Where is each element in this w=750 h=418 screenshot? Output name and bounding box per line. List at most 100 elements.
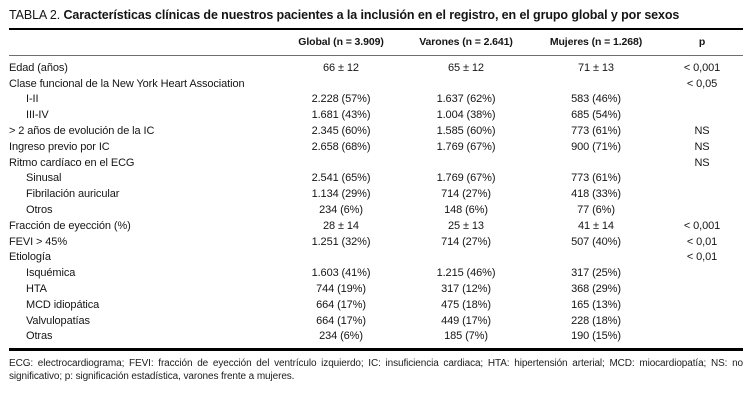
cell-p: [661, 329, 743, 350]
cell-varones: 148 (6%): [444, 204, 488, 217]
table-row: Clase funcional de la New York Heart Ass…: [9, 76, 743, 92]
row-label: Valvulopatías: [26, 314, 90, 327]
cell-p: [661, 171, 743, 187]
cell-global: 2.658 (68%): [311, 140, 371, 153]
cell-varones: [401, 155, 531, 171]
cell-global: 2.345 (60%): [311, 125, 371, 138]
abbreviations-footnote: ECG: electrocardiograma; FEVI: fracción …: [9, 358, 743, 383]
cell-mujeres: 317 (25%): [571, 267, 621, 280]
cell-varones: 1.637 (62%): [436, 93, 496, 106]
row-label: Etiología: [9, 251, 51, 264]
cell-mujeres: 190 (15%): [571, 330, 621, 343]
row-label: Ingreso previo por IC: [9, 140, 110, 153]
cell-p: < 0,001: [683, 61, 721, 74]
cell-global: 234 (6%): [319, 330, 363, 343]
table-row: HTA 744 (19%) 317 (12%) 368 (29%): [9, 281, 743, 297]
cell-mujeres: 228 (18%): [571, 314, 621, 327]
cell-mujeres: 900 (71%): [571, 140, 621, 153]
cell-p: [661, 265, 743, 281]
table-row: Fracción de eyección (%) 28 ± 14 25 ± 13…: [9, 218, 743, 234]
table-row: MCD idiopática 664 (17%) 475 (18%) 165 (…: [9, 297, 743, 313]
cell-mujeres: 165 (13%): [571, 298, 621, 311]
table-number: TABLA 2.: [9, 8, 61, 22]
table-row: Isquémica 1.603 (41%) 1.215 (46%) 317 (2…: [9, 265, 743, 281]
cell-p: [661, 107, 743, 123]
cell-global: 2.541 (65%): [311, 172, 371, 185]
cell-varones: 449 (17%): [441, 314, 491, 327]
cell-p: [661, 92, 743, 108]
table-row: I-II 2.228 (57%) 1.637 (62%) 583 (46%): [9, 92, 743, 108]
cell-varones: 1.769 (67%): [436, 140, 496, 153]
cell-p: [661, 313, 743, 329]
table-row: Edad (años) 66 ± 12 65 ± 12 71 ± 13 < 0,…: [9, 56, 743, 76]
cell-global: 664 (17%): [316, 314, 366, 327]
row-label: FEVI > 45%: [9, 235, 68, 248]
table-row: > 2 años de evolución de la IC 2.345 (60…: [9, 123, 743, 139]
table-row: Sinusal 2.541 (65%) 1.769 (67%) 773 (61%…: [9, 171, 743, 187]
table-row: Otros 234 (6%) 148 (6%) 77 (6%): [9, 202, 743, 218]
cell-mujeres: 41 ± 14: [578, 219, 614, 232]
cell-p: [661, 202, 743, 218]
table-body: Edad (años) 66 ± 12 65 ± 12 71 ± 13 < 0,…: [9, 56, 743, 350]
cell-varones: 317 (12%): [441, 283, 491, 296]
header-row: Global (n = 3.909) Varones (n = 2.641) M…: [9, 29, 743, 56]
cell-varones: 1.215 (46%): [436, 267, 496, 280]
table-row: Ingreso previo por IC 2.658 (68%) 1.769 …: [9, 139, 743, 155]
row-label: Isquémica: [26, 267, 76, 280]
row-label: Otras: [26, 330, 53, 343]
row-label: III-IV: [26, 109, 49, 122]
cell-varones: 1.004 (38%): [436, 109, 496, 122]
row-label: Fibrilación auricular: [26, 188, 120, 201]
row-label: MCD idiopática: [26, 298, 100, 311]
cell-varones: [401, 76, 531, 92]
row-label: Clase funcional de la New York Heart Ass…: [9, 77, 245, 90]
cell-global: 1.681 (43%): [311, 109, 371, 122]
cell-global: 234 (6%): [319, 204, 363, 217]
cell-varones: [401, 250, 531, 266]
cell-global: [281, 76, 401, 92]
row-label: HTA: [26, 283, 47, 296]
cell-mujeres: 773 (61%): [571, 125, 621, 138]
cell-global: 664 (17%): [316, 298, 366, 311]
table-figure: TABLA 2. Características clínicas de nue…: [9, 8, 743, 383]
cell-varones: 185 (7%): [444, 330, 488, 343]
cell-global: 2.228 (57%): [311, 93, 371, 106]
cell-p: NS: [694, 156, 710, 169]
cell-mujeres: 77 (6%): [577, 204, 615, 217]
cell-global: [281, 155, 401, 171]
cell-p: [661, 186, 743, 202]
cell-p: < 0,01: [686, 251, 718, 264]
cell-mujeres: 71 ± 13: [578, 61, 614, 74]
cell-mujeres: 685 (54%): [571, 109, 621, 122]
cell-p: [661, 297, 743, 313]
cell-global: 744 (19%): [316, 283, 366, 296]
cell-p: NS: [694, 125, 710, 138]
row-label: > 2 años de evolución de la IC: [9, 125, 155, 138]
cell-varones: 1.585 (60%): [436, 125, 496, 138]
cell-varones: 714 (27%): [441, 188, 491, 201]
cell-global: [281, 250, 401, 266]
cell-p: NS: [694, 140, 710, 153]
table-row: Valvulopatías 664 (17%) 449 (17%) 228 (1…: [9, 313, 743, 329]
table-caption: Características clínicas de nuestros pac…: [63, 8, 680, 22]
cell-mujeres: [531, 155, 661, 171]
clinical-characteristics-table: Global (n = 3.909) Varones (n = 2.641) M…: [9, 28, 743, 352]
cell-mujeres: 507 (40%): [571, 235, 621, 248]
col-header-empty: [9, 29, 281, 56]
cell-mujeres: 583 (46%): [571, 93, 621, 106]
table-row: Etiología < 0,01: [9, 250, 743, 266]
cell-global: 1.251 (32%): [311, 235, 371, 248]
col-header-mujeres: Mujeres (n = 1.268): [531, 29, 661, 56]
cell-mujeres: [531, 76, 661, 92]
col-header-global: Global (n = 3.909): [281, 29, 401, 56]
cell-p: < 0,05: [686, 77, 718, 90]
table-row: Ritmo cardíaco en el ECG NS: [9, 155, 743, 171]
table-row: III-IV 1.681 (43%) 1.004 (38%) 685 (54%): [9, 107, 743, 123]
table-row: Fibrilación auricular 1.134 (29%) 714 (2…: [9, 186, 743, 202]
cell-p: [661, 281, 743, 297]
cell-p: < 0,001: [683, 219, 721, 232]
row-label: Fracción de eyección (%): [9, 219, 131, 232]
cell-varones: 25 ± 13: [448, 219, 484, 232]
row-label: Ritmo cardíaco en el ECG: [9, 156, 135, 169]
cell-mujeres: 368 (29%): [571, 283, 621, 296]
